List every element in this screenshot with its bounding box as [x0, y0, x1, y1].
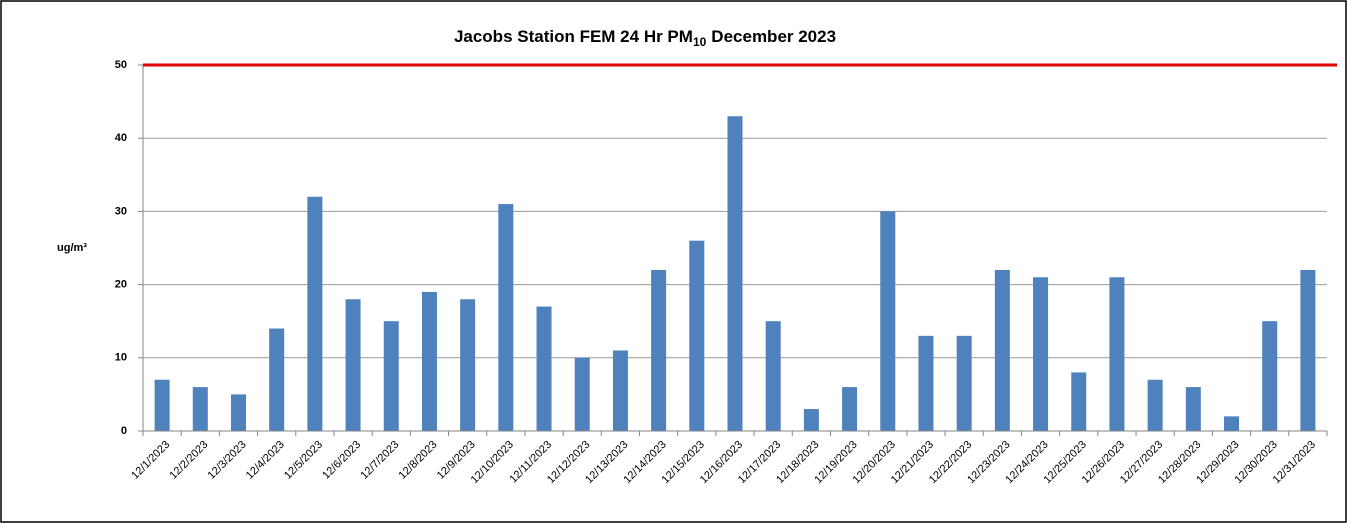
bar	[421, 291, 437, 431]
bar	[1033, 277, 1049, 431]
bar	[1071, 372, 1087, 431]
bar	[1262, 321, 1278, 431]
bar	[1147, 379, 1163, 431]
bar	[345, 299, 361, 431]
title-subscript: 10	[693, 35, 707, 49]
title-main: Jacobs Station FEM 24 Hr PM	[454, 27, 693, 46]
bar	[574, 357, 590, 431]
y-tick-label: 10	[115, 352, 127, 364]
bar	[689, 240, 705, 431]
y-tick-label: 40	[115, 132, 127, 144]
bar	[1109, 277, 1125, 431]
bar	[269, 328, 285, 431]
bar	[1185, 387, 1201, 431]
bar	[994, 269, 1010, 431]
bar	[803, 409, 819, 431]
bar	[842, 387, 858, 431]
bar	[1224, 416, 1240, 431]
y-tick-label: 20	[115, 279, 127, 291]
y-axis-label: ug/m³	[57, 242, 87, 254]
bar	[383, 321, 399, 431]
y-tick-label: 30	[115, 205, 127, 217]
chart-title: Jacobs Station FEM 24 Hr PM10 December 20…	[454, 27, 836, 49]
y-tick-label: 0	[121, 425, 127, 437]
bar	[651, 269, 667, 431]
bar	[765, 321, 781, 431]
bar	[612, 350, 628, 431]
y-tick-label: 50	[115, 59, 127, 71]
bar	[498, 204, 514, 431]
bar	[918, 335, 934, 431]
bar	[307, 196, 323, 431]
bar	[727, 116, 743, 432]
bar	[536, 306, 552, 431]
bar	[1300, 269, 1316, 431]
bar	[154, 379, 170, 431]
bar	[880, 211, 896, 431]
bar	[230, 394, 246, 431]
bar	[956, 335, 972, 431]
bar	[192, 387, 208, 431]
title-rest: December 2023	[711, 27, 836, 46]
bar	[460, 299, 476, 431]
